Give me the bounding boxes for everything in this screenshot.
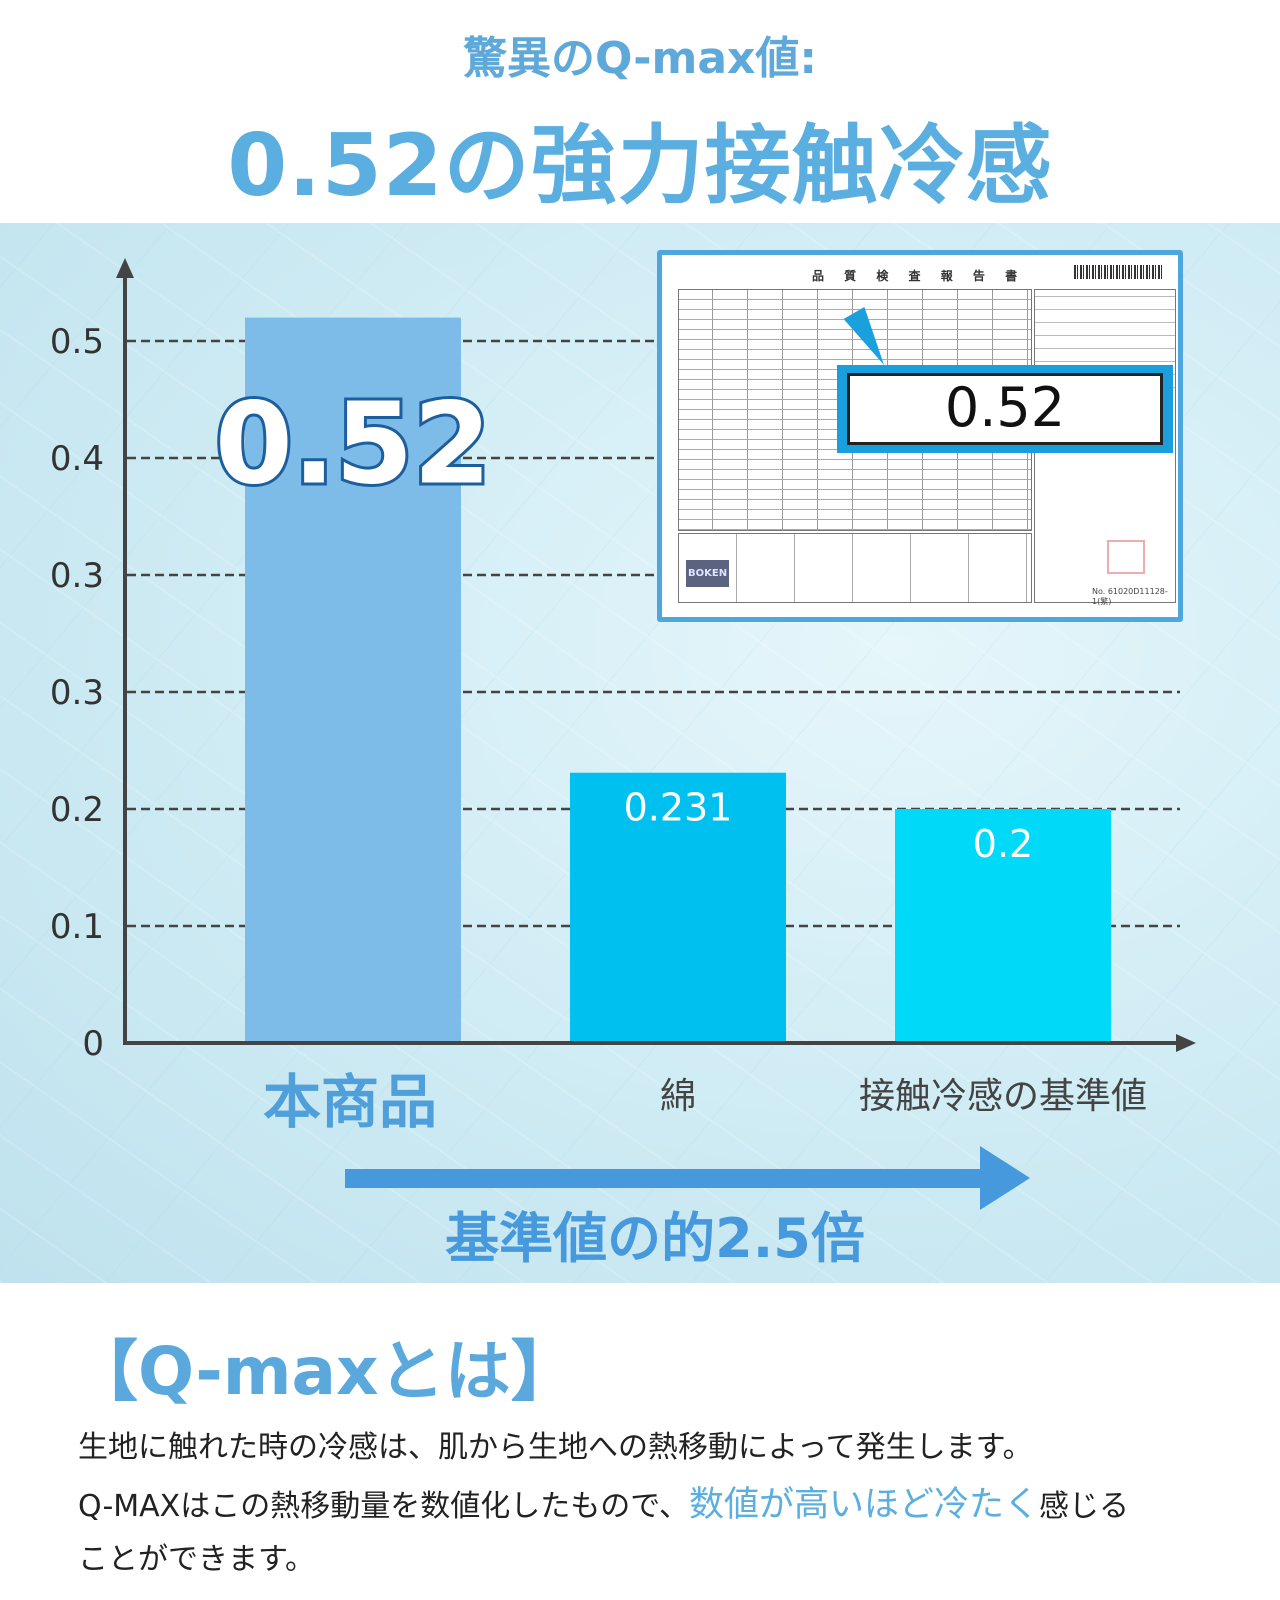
comparison-arrow [345, 1169, 985, 1188]
info-line-2-a: Q-MAXはこの熱移動量を数値化したもので、 [78, 1489, 690, 1524]
y-tick-label: 0.3 [50, 556, 104, 596]
bar [895, 809, 1111, 1043]
y-tick-label: 0.3 [50, 673, 104, 713]
info-line-3: ことができます。 [78, 1542, 315, 1577]
y-axis-arrow-icon [116, 258, 134, 278]
x-axis-arrow-icon [1176, 1034, 1196, 1052]
test-report-image: 品 質 検 査 報 告 書 BOKEN No. 61020D11128-1(繁)… [657, 250, 1183, 622]
data-label: 0.52 [215, 380, 491, 510]
y-tick-label: 0.4 [50, 439, 104, 479]
bar [245, 317, 461, 1044]
category-label: 接触冷感の基準値 [859, 1076, 1147, 1117]
bar [570, 772, 786, 1043]
info-highlight: 数値が高いほど冷たく [689, 1485, 1040, 1525]
category-label: 本商品 [263, 1068, 437, 1136]
data-label: 0.231 [624, 786, 733, 830]
info-line-2: Q-MAXはこの熱移動量を数値化したもので、数値が高いほど冷たく感じる [78, 1476, 1129, 1527]
y-tick-label: 0.1 [50, 907, 104, 947]
y-tick-label: 0.2 [50, 790, 104, 830]
report-title: 品 質 検 査 報 告 書 [812, 269, 1026, 283]
report-number: No. 61020D11128-1(繁) [1092, 587, 1168, 606]
barcode-icon [1074, 265, 1164, 279]
y-tick-label: 0.5 [50, 322, 104, 362]
info-line-1: 生地に触れた時の冷感は、肌から生地への熱移動によって発生します。 [78, 1430, 1033, 1465]
report-logo: BOKEN [686, 560, 730, 587]
y-tick-label: 0 [82, 1024, 104, 1064]
ratio-annotation: 基準値の的2.5倍 [445, 1207, 865, 1270]
bar-chart: 0 0.1 0.2 0.3 0.3 0.4 0.5 0.52 0.231 0.2 本商品 綿 接… [50, 258, 1196, 1270]
callout-value: 0.52 [847, 373, 1163, 445]
page-title: 0.52の強力接触冷感 [227, 116, 1053, 216]
info-line-2-b: 感じる [1039, 1489, 1130, 1524]
arrow-head-icon [980, 1146, 1030, 1210]
report-footer [678, 533, 1032, 603]
stamp-icon [1107, 540, 1145, 574]
data-label: 0.2 [973, 822, 1033, 866]
category-label: 綿 [660, 1076, 696, 1117]
info-heading: 【Q-maxとは】 [72, 1333, 577, 1410]
subtitle: 驚異のQ-max値: [463, 33, 817, 84]
callout-box: 0.52 [837, 365, 1173, 453]
